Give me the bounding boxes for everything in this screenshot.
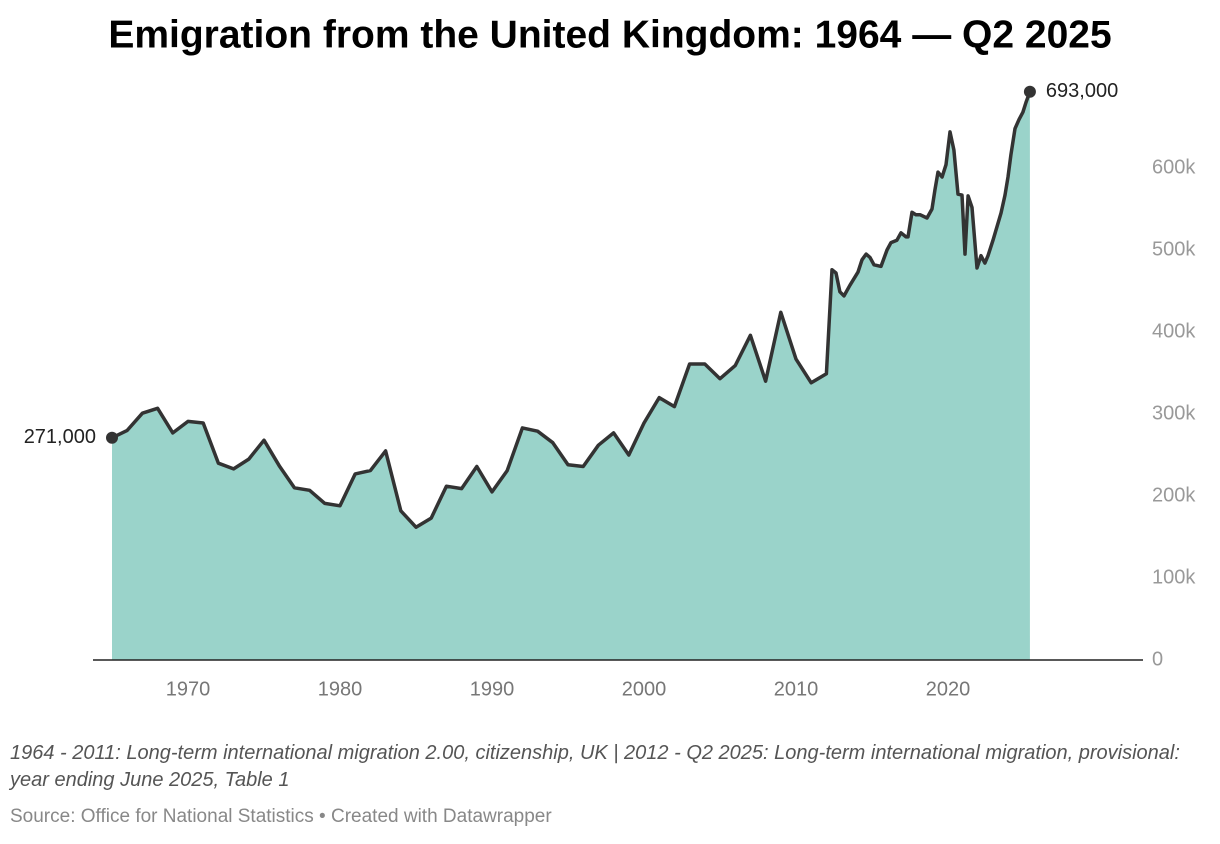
notes: 1964 - 2011: Long-term international mig…: [10, 742, 1180, 791]
y-tick-label: 400k: [1152, 320, 1196, 342]
chart: Emigration from the United Kingdom: 1964…: [24, 13, 1197, 700]
y-tick-label: 600k: [1152, 156, 1196, 178]
source: Source: Office for National Statistics •…: [10, 806, 552, 827]
point: [1023, 85, 1036, 98]
x-tick-label: 2000: [622, 678, 667, 700]
x-tick-label: 2010: [774, 678, 819, 700]
y-tick-label: 100k: [1152, 566, 1196, 588]
value-label: 693,000: [1046, 80, 1118, 102]
y-tick-label: 200k: [1152, 484, 1196, 506]
x-tick-label: 1980: [318, 678, 363, 700]
area: [111, 91, 1030, 660]
x-tick-label: 1970: [166, 678, 211, 700]
x-tick-label: 1990: [470, 678, 515, 700]
value-label: 271,000: [24, 426, 96, 448]
y-tick-label: 300k: [1152, 402, 1196, 424]
x-tick-label: 2020: [926, 678, 971, 700]
line: [111, 91, 1032, 529]
y-tick-label: 0: [1152, 648, 1163, 670]
chart-title: Emigration from the United Kingdom: 1964…: [108, 13, 1111, 56]
point: [105, 431, 118, 444]
y-tick-label: 500k: [1152, 238, 1196, 260]
